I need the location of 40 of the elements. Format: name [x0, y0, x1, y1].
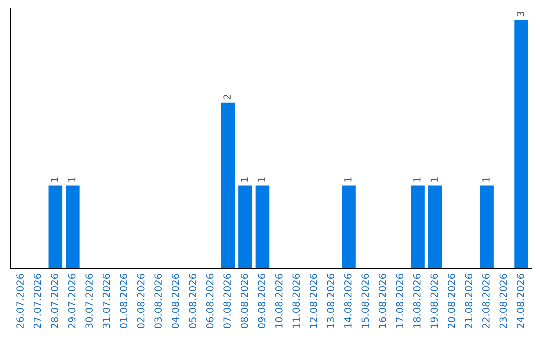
x-tick-label: 06.08.2026	[206, 274, 214, 328]
x-tick-label: 02.08.2026	[137, 274, 145, 328]
x-tick-label: 01.08.2026	[120, 274, 128, 328]
x-tick-label: 24.08.2026	[517, 274, 524, 328]
data-label: 1	[414, 178, 421, 182]
x-tick-label: 23.08.2026	[500, 274, 508, 328]
x-tick-label: 26.07.2026	[16, 274, 24, 328]
x-tick-label: 14.08.2026	[344, 274, 352, 328]
x-tick-label: 09.08.2026	[258, 274, 266, 328]
x-tick-label: 22.08.2026	[482, 274, 490, 328]
x-tick-label: 17.08.2026	[396, 274, 404, 328]
x-tick-label: 10.08.2026	[275, 274, 283, 328]
x-tick-label: 12.08.2026	[310, 274, 318, 328]
x-tick-label: 18.08.2026	[413, 274, 421, 328]
data-label: 2	[224, 94, 231, 100]
data-label: 1	[241, 178, 248, 182]
x-tick-label: 19.08.2026	[430, 274, 438, 328]
data-label: 1	[482, 178, 490, 182]
x-tick-label: 08.08.2026	[240, 274, 248, 328]
data-label: 1	[430, 178, 438, 182]
x-tick-label: 28.07.2026	[51, 274, 58, 328]
x-tick-label: 16.08.2026	[378, 274, 386, 328]
x-tick-label: 27.07.2026	[34, 274, 42, 328]
data-label: 1	[51, 178, 58, 182]
x-tick-label: 07.08.2026	[224, 274, 232, 328]
x-tick-label: 13.08.2026	[327, 274, 335, 328]
x-tick-label: 31.07.2026	[102, 274, 110, 328]
x-tick-label: 04.08.2026	[172, 274, 180, 328]
x-tick-label: 20.08.2026	[448, 274, 456, 328]
data-label: 1	[258, 178, 266, 182]
x-tick-label: 05.08.2026	[189, 274, 197, 328]
data-label: 1	[68, 178, 76, 182]
x-tick-label: 30.07.2026	[86, 274, 93, 328]
x-tick-label: 03.08.2026	[154, 274, 162, 328]
data-label: 3	[517, 12, 524, 17]
x-tick-label: 21.08.2026	[465, 274, 473, 328]
x-tick-label: 29.07.2026	[68, 274, 76, 328]
data-label: 1	[344, 178, 352, 182]
x-tick-label: 11.08.2026	[292, 274, 300, 328]
x-tick-label: 15.08.2026	[362, 274, 370, 328]
